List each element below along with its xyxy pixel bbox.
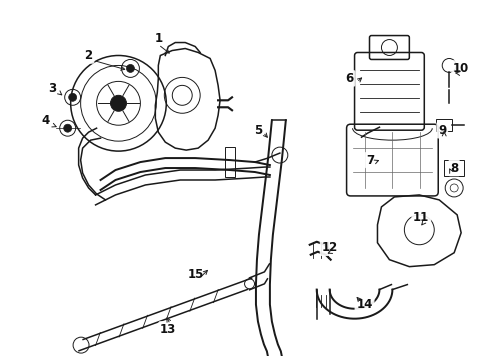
Circle shape: [110, 95, 126, 111]
Text: 7: 7: [366, 154, 374, 167]
Text: 2: 2: [84, 49, 92, 62]
Text: 8: 8: [449, 161, 457, 175]
Text: 15: 15: [188, 268, 204, 281]
Text: 11: 11: [412, 211, 428, 224]
Circle shape: [63, 124, 72, 132]
Text: 3: 3: [48, 82, 57, 95]
Text: 5: 5: [253, 124, 261, 137]
Bar: [443, 160, 463, 176]
Circle shape: [126, 65, 134, 72]
Text: 12: 12: [321, 241, 337, 254]
Text: 6: 6: [345, 72, 353, 85]
Text: 13: 13: [160, 323, 176, 336]
Bar: [225, 147, 235, 177]
Circle shape: [69, 93, 76, 101]
Text: 4: 4: [42, 114, 50, 127]
Text: 14: 14: [356, 298, 372, 311]
Text: 1: 1: [154, 32, 162, 45]
Text: 10: 10: [452, 62, 469, 75]
Text: 9: 9: [437, 124, 445, 137]
Bar: [435, 119, 451, 131]
